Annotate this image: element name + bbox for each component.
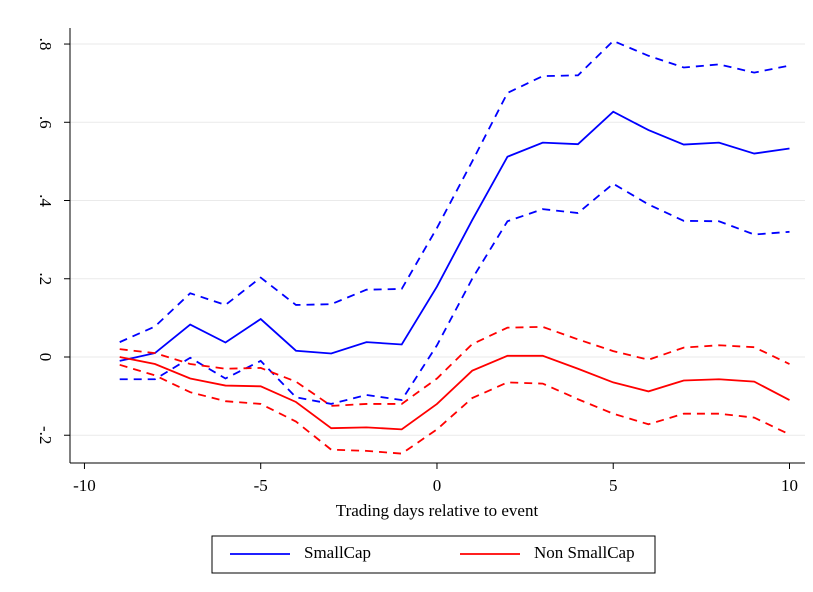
legend-label: Non SmallCap: [534, 543, 635, 562]
x-tick-label: 10: [781, 476, 798, 495]
y-tick-label: .6: [36, 116, 55, 129]
x-tick-label: -10: [73, 476, 96, 495]
y-tick-label: 0: [36, 353, 55, 362]
series-line: [119, 354, 790, 431]
x-tick-label: 0: [433, 476, 442, 495]
series-line: [119, 110, 790, 362]
y-tick-label: .2: [36, 272, 55, 285]
legend-label: SmallCap: [304, 543, 371, 562]
y-tick-label: -.2: [36, 426, 55, 444]
ci-line: [119, 363, 790, 455]
ci-line: [119, 325, 790, 407]
x-tick-label: -5: [254, 476, 268, 495]
ci-line: [119, 39, 790, 343]
y-tick-label: .4: [36, 194, 55, 207]
x-axis-label: Trading days relative to event: [336, 501, 539, 520]
x-tick-label: 5: [609, 476, 618, 495]
ci-line: [119, 182, 790, 405]
y-tick-label: .8: [36, 38, 55, 51]
